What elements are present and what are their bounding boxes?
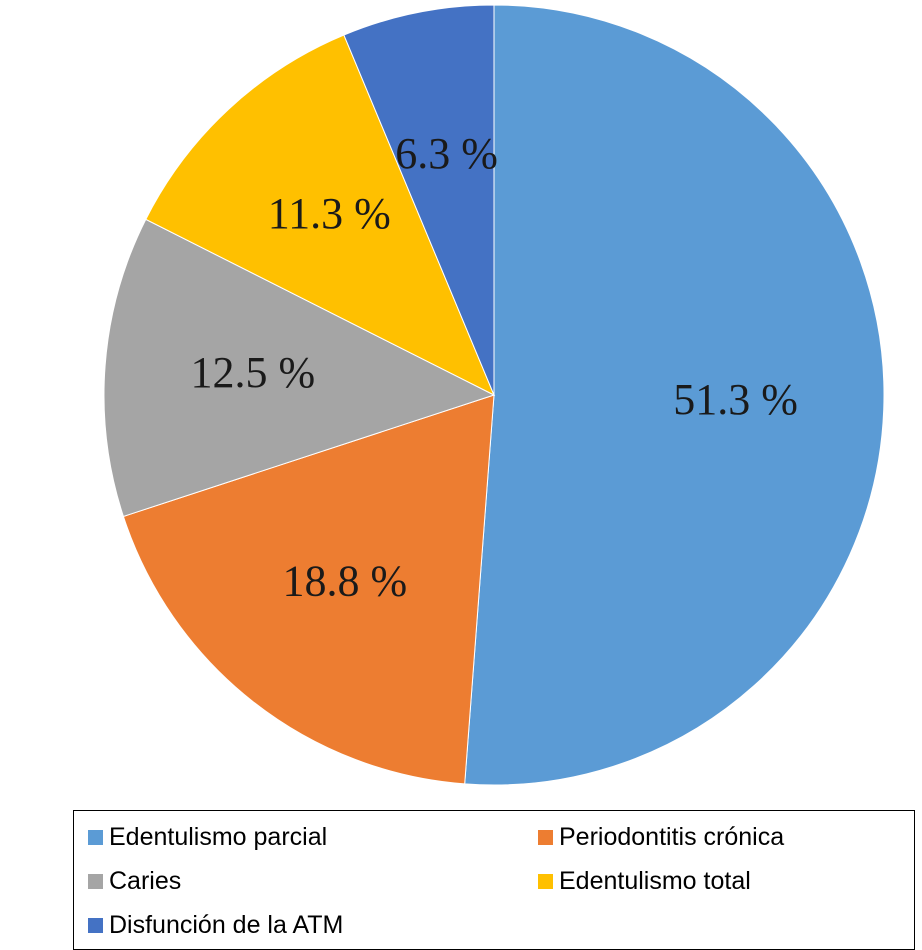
chart-legend: Edentulismo parcial Periodontitis crónic… xyxy=(73,810,915,950)
legend-swatch xyxy=(538,830,553,845)
pie-data-labels: 51.3 % 18.8 % 12.5 % 11.3 %6.3 % xyxy=(191,129,798,605)
data-label: 18.8 % xyxy=(283,556,408,605)
pie-slice-caries xyxy=(103,218,496,518)
pie-slices xyxy=(103,4,885,786)
legend-item-disfuncion-atm: Disfunción de la ATM xyxy=(88,911,343,940)
legend-item-edentulismo-total: Edentulismo total xyxy=(538,867,751,896)
pie-svg: 51.3 % 18.8 % 12.5 % 11.3 %6.3 % xyxy=(103,4,885,786)
legend-swatch xyxy=(88,874,103,889)
legend-item-caries: Caries xyxy=(88,867,181,896)
pie-slice-disfuncion-de-la-atm xyxy=(343,4,495,396)
data-label: 6.3 % xyxy=(395,129,498,178)
pie-slice-edentulismo-total xyxy=(145,34,495,397)
legend-item-periodontitis-cronica: Periodontitis crónica xyxy=(538,823,784,852)
legend-label: Caries xyxy=(109,867,182,895)
legend-swatch xyxy=(88,918,103,933)
data-label: 51.3 % xyxy=(673,375,798,424)
legend-swatch xyxy=(538,874,553,889)
pie-slice-edentulismo-parcial xyxy=(464,4,885,786)
legend-label: Edentulismo total xyxy=(559,867,751,895)
legend-label: Edentulismo parcial xyxy=(109,823,328,851)
data-label: 12.5 % xyxy=(191,348,316,397)
legend-label: Periodontitis crónica xyxy=(559,823,785,851)
legend-item-edentulismo-parcial: Edentulismo parcial xyxy=(88,823,327,852)
pie-slice-periodontitis-cronica xyxy=(122,394,495,785)
legend-swatch xyxy=(88,830,103,845)
legend-label: Disfunción de la ATM xyxy=(109,911,344,939)
data-label: 11.3 % xyxy=(268,189,391,238)
